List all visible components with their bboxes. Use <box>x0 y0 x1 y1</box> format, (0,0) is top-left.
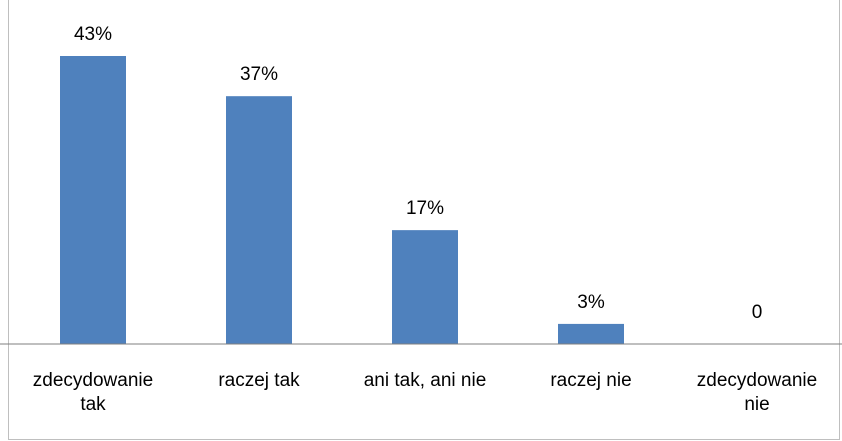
category-label-3: raczej nie <box>550 370 631 391</box>
chart-frame <box>8 0 840 440</box>
data-label-1: 37% <box>240 64 278 85</box>
bar-1 <box>226 96 292 345</box>
category-label-0: zdecydowanie tak <box>33 370 153 415</box>
category-label-3-line-0: raczej nie <box>550 370 631 391</box>
category-label-1: raczej tak <box>218 370 300 391</box>
bar-3 <box>558 323 624 344</box>
bars-group <box>60 56 624 345</box>
data-labels-group: 43% 37% 17% 3% 0 <box>74 24 762 323</box>
category-label-0-line-1: tak <box>80 394 106 415</box>
category-label-4-line-0: zdecydowanie <box>697 370 817 391</box>
category-labels-group: zdecydowanie tak raczej tak ani tak, ani ni… <box>33 370 817 415</box>
category-label-2-line-0: ani tak, ani nie <box>364 370 487 391</box>
bar-2 <box>392 230 458 344</box>
data-label-3: 3% <box>577 292 605 313</box>
data-label-2: 17% <box>406 198 444 219</box>
category-label-4-line-1: nie <box>744 394 769 415</box>
category-label-1-line-0: raczej tak <box>218 370 300 391</box>
category-label-4: zdecydowanie nie <box>697 370 817 415</box>
category-label-0-line-0: zdecydowanie <box>33 370 153 391</box>
category-label-2: ani tak, ani nie <box>364 370 487 391</box>
data-label-4: 0 <box>752 302 763 323</box>
data-label-0: 43% <box>74 24 112 45</box>
bar-0 <box>60 56 126 344</box>
